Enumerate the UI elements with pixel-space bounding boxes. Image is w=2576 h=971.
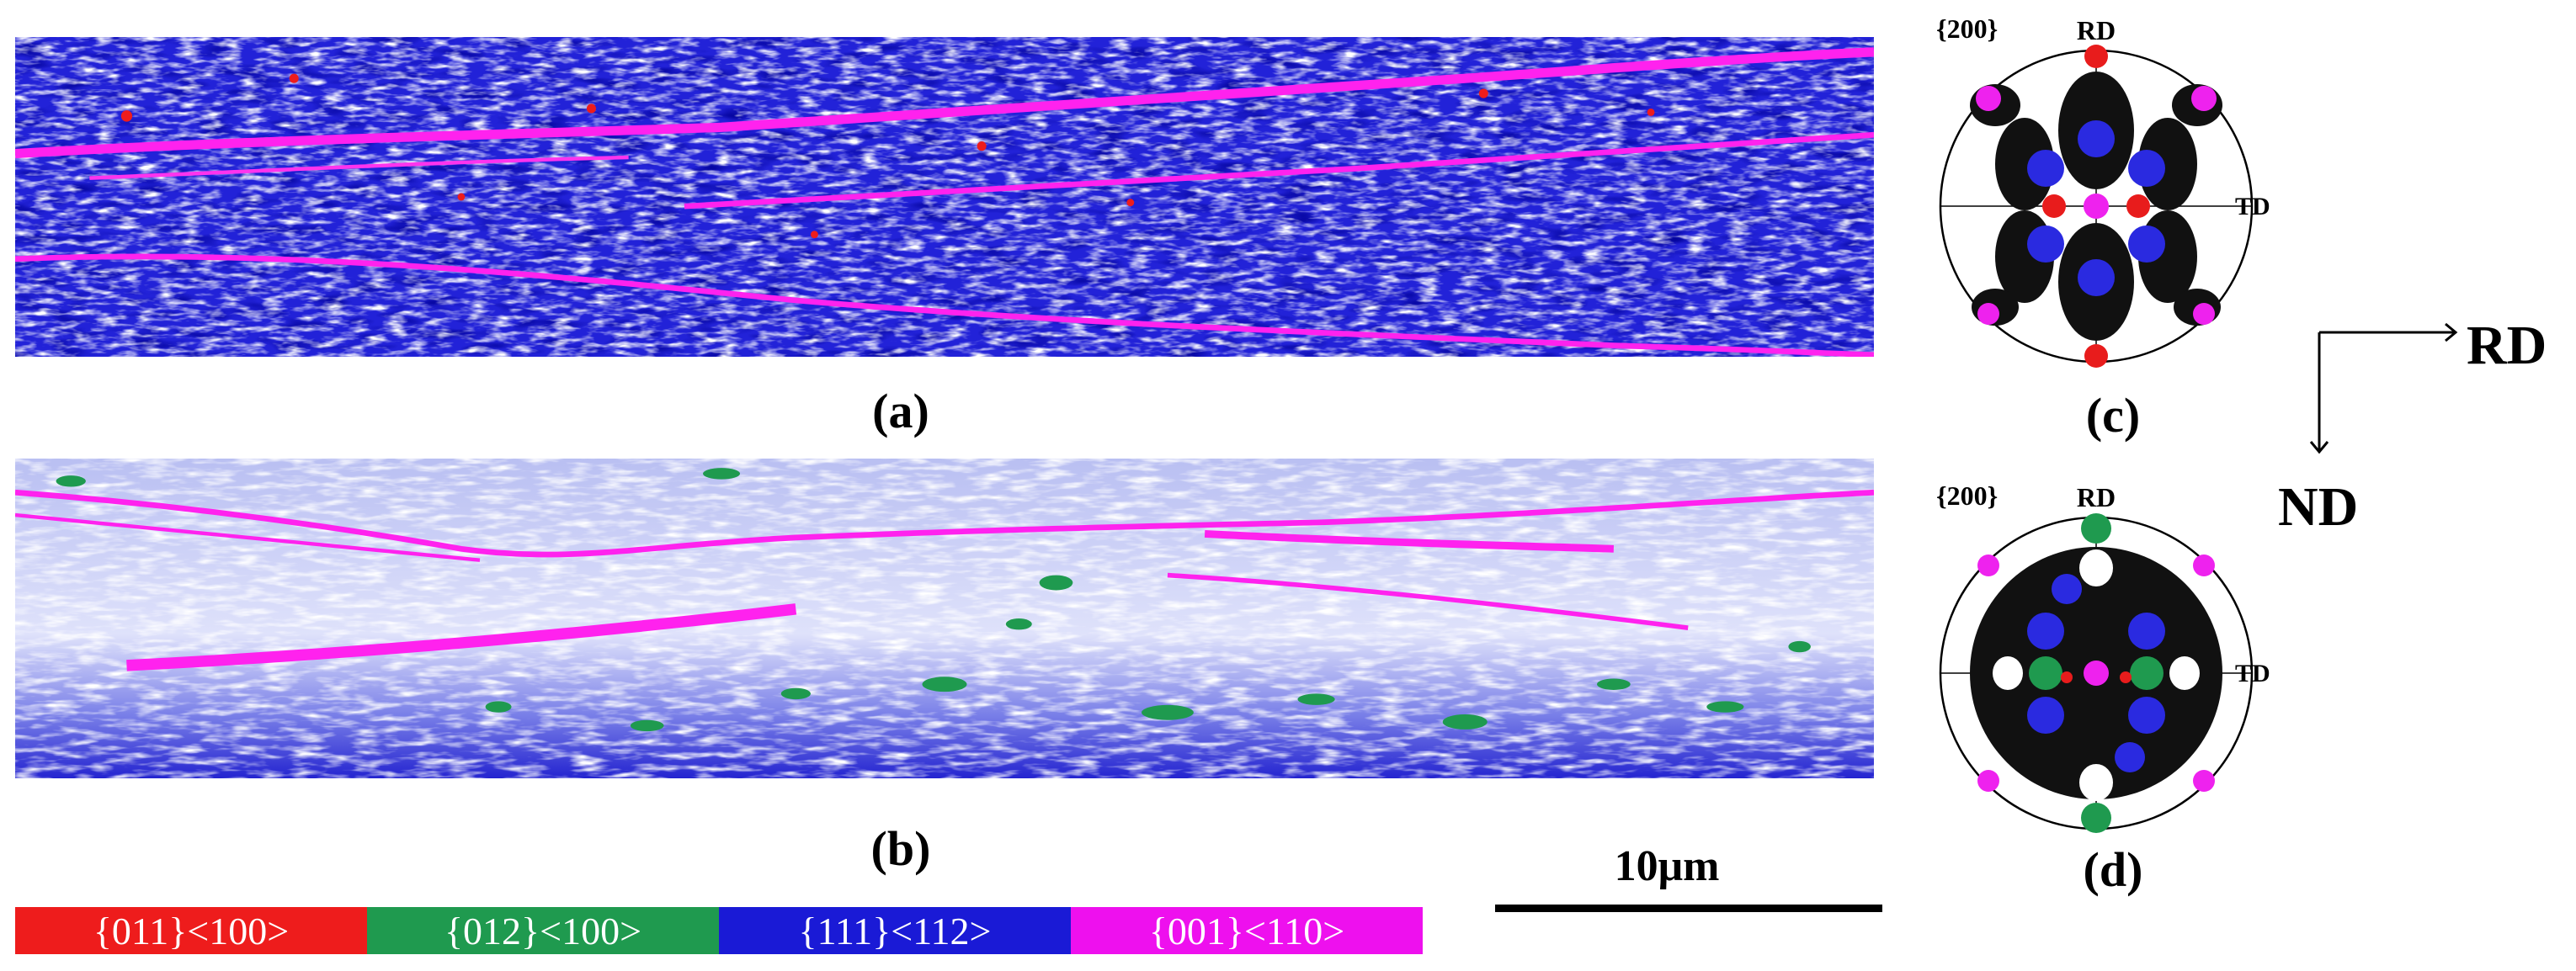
ebsd-map-a [15,37,1874,357]
projection-label: {200} [1936,480,1998,511]
legend-item-012-100: {012}<100> [367,907,719,954]
caption-b: (b) [870,821,931,876]
axis-rd-label: RD [2467,315,2547,376]
pole-figure-c: {200} RD TD [1928,4,2270,368]
rd-label: RD [2077,482,2116,512]
legend-label: {012}<100> [444,909,642,952]
ebsd-map-b [15,459,1874,778]
caption-a: (a) [872,384,929,438]
axis-nd-label: ND [2278,476,2359,538]
legend-label: {001}<110> [1148,909,1345,952]
legend-item-011-100: {011}<100> [15,907,367,954]
legend-label: {011}<100> [93,909,290,952]
texture-legend: {011}<100> {012}<100> {111}<112> {001}<1… [15,907,1423,954]
pole-figure-d: {200} RD TD [1928,471,2270,833]
rd-label: RD [2077,15,2116,45]
caption-c: (c) [2085,388,2141,443]
scale-bar [1495,905,1882,912]
scale-bar-label: 10μm [1614,842,1720,890]
caption-d: (d) [2083,842,2143,897]
axes-indicator [2302,299,2555,467]
legend-item-111-112: {111}<112> [719,907,1071,954]
projection-label: {200} [1936,13,1998,44]
legend-label: {111}<112> [798,909,992,952]
legend-item-001-110: {001}<110> [1071,907,1423,954]
